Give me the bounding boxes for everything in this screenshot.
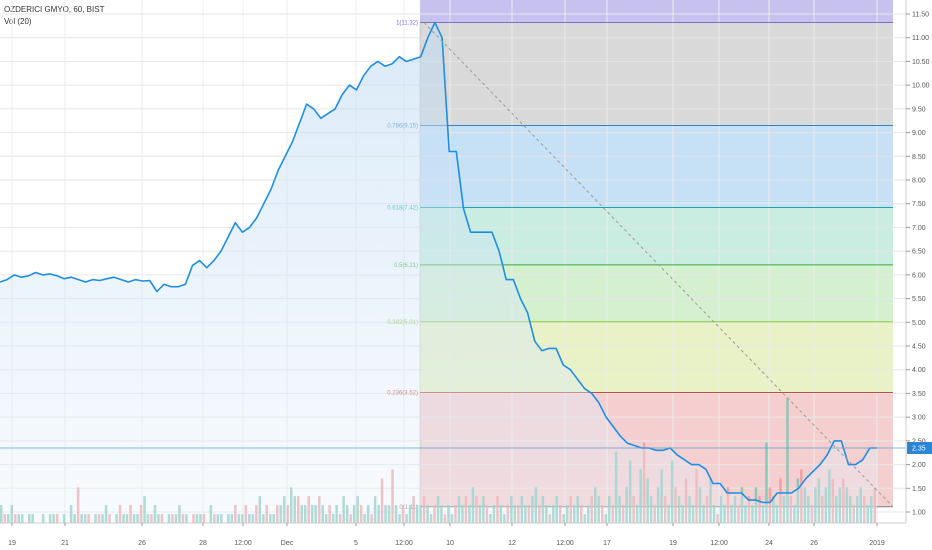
y-tick-label: 3.50 <box>912 391 926 398</box>
x-tick-label: 10 <box>446 540 454 547</box>
y-tick-label: 4.00 <box>912 367 926 374</box>
x-tick-label: 19 <box>8 540 16 547</box>
y-tick-label: 9.50 <box>912 106 926 113</box>
price-area-path <box>0 22 877 523</box>
fib-zone-top <box>420 0 893 23</box>
current-price-badge <box>907 441 932 454</box>
y-tick-label: 5.00 <box>912 320 926 327</box>
fib-level-label: 1(11.32) <box>396 21 418 27</box>
y-tick-label: 11.00 <box>912 35 929 42</box>
y-tick-label: 9.00 <box>912 130 926 137</box>
fibonacci-trend-line[interactable] <box>423 22 894 508</box>
x-tick-label: 28 <box>199 540 207 547</box>
y-tick-label: 3.00 <box>912 415 926 422</box>
price-axis[interactable]: 1.00 1.50 2.00 2.50 3.00 3.50 4.00 4.50 5.00 5.50… <box>905 0 932 523</box>
y-tick-label: 8.50 <box>912 154 926 161</box>
y-tick-label: 4.50 <box>912 344 926 351</box>
y-tick-label: 6.50 <box>912 249 926 256</box>
y-tick-label: 7.50 <box>912 201 926 208</box>
volume-indicator-label: Vol (20) <box>4 17 32 26</box>
y-tick-label: 1.00 <box>912 510 926 517</box>
y-tick-label: 8.00 <box>912 178 926 185</box>
price-line <box>0 21 877 504</box>
x-tick-label: 12:00 <box>395 540 413 547</box>
y-tick-label: 10.50 <box>912 59 930 66</box>
current-price-label: 2.35 <box>912 445 926 452</box>
x-tick-label: 12:00 <box>234 540 252 547</box>
y-tick-label: 7.00 <box>912 225 926 232</box>
x-tick-label: 5 <box>354 540 358 547</box>
chart-legend: OZDERICI GMYO, 60, BIST Vol (20) <box>4 4 104 28</box>
fib-zone <box>420 125 893 208</box>
x-tick-label: 19 <box>669 540 677 547</box>
y-tick-label: 2.00 <box>912 462 926 469</box>
x-tick-label: 24 <box>765 540 773 547</box>
y-tick-label: 5.50 <box>912 296 926 303</box>
x-tick-label: 21 <box>61 540 69 547</box>
y-tick-label: 11.50 <box>912 12 929 19</box>
x-tick-label: 17 <box>603 540 611 547</box>
trend-line-segment <box>423 22 894 508</box>
y-tick-label: 1.50 <box>912 486 926 493</box>
price-series-line <box>0 21 877 504</box>
x-tick-label: 12 <box>508 540 516 547</box>
y-tick-label: 10.00 <box>912 83 930 90</box>
volume-bar <box>765 442 768 523</box>
time-axis[interactable]: 19 21 26 28 12:00 Dec 5 12:00 10 12 12:00 17 19 12:00… <box>0 522 906 547</box>
volume-bar <box>786 398 789 523</box>
symbol-title: OZDERICI GMYO, 60, BIST <box>4 5 105 14</box>
x-tick-label: 12:00 <box>710 540 728 547</box>
y-tick-label: 6.00 <box>912 272 926 279</box>
x-tick-label: Dec <box>281 540 294 547</box>
x-tick-label: 2019 <box>869 540 885 547</box>
y-tick-label: 2.50 <box>912 438 926 445</box>
x-tick-label: 12:00 <box>556 540 574 547</box>
x-tick-label: 26 <box>810 540 818 547</box>
x-tick-label: 26 <box>138 540 146 547</box>
price-area-fill <box>0 22 877 523</box>
